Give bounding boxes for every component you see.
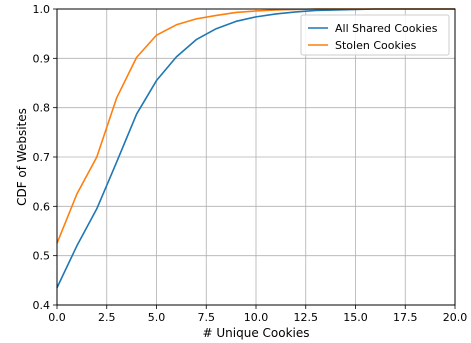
x-tick-label: 0.0: [48, 311, 66, 324]
legend-label-all-shared: All Shared Cookies: [335, 22, 438, 35]
y-tick-label: 0.6: [33, 200, 51, 213]
grid: [56, 8, 456, 306]
legend-box: [300, 14, 450, 56]
x-axis-label: # Unique Cookies: [203, 326, 310, 340]
x-tick-label: 2.5: [98, 311, 116, 324]
legend-label-stolen: Stolen Cookies: [335, 39, 417, 52]
y-axis-ticks: 0.4 0.5 0.6 0.7 0.8 0.9 1.0: [33, 3, 57, 312]
y-tick-label: 0.7: [33, 151, 51, 164]
y-tick-label: 0.4: [33, 299, 51, 312]
y-tick-label: 0.9: [33, 52, 51, 65]
x-tick-label: 5.0: [148, 311, 166, 324]
x-tick-label: 20.0: [443, 311, 468, 324]
y-tick-label: 0.5: [33, 250, 51, 263]
x-tick-label: 17.5: [393, 311, 418, 324]
y-tick-label: 0.8: [33, 102, 51, 115]
x-axis-ticks: 0.0 2.5 5.0 7.5 10.0 12.5 15.0 17.5 20.0: [48, 305, 467, 324]
y-axis-label: CDF of Websites: [15, 108, 29, 206]
y-tick-label: 1.0: [33, 3, 51, 16]
legend: All Shared Cookies Stolen Cookies: [300, 14, 450, 56]
x-tick-label: 12.5: [294, 311, 319, 324]
x-tick-label: 15.0: [343, 311, 368, 324]
x-tick-label: 7.5: [198, 311, 216, 324]
x-tick-label: 10.0: [244, 311, 269, 324]
